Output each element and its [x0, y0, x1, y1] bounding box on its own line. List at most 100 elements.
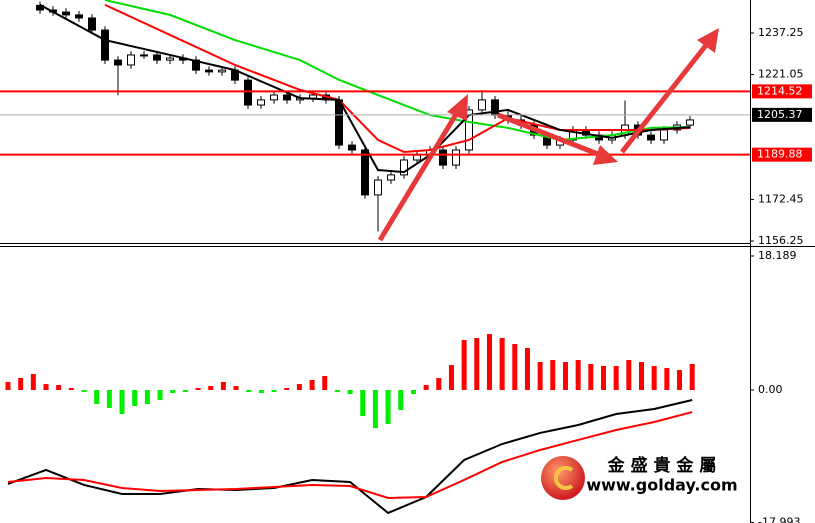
- candle-body: [114, 59, 122, 66]
- trend-arrows: [377, 28, 719, 242]
- candle-body: [452, 149, 460, 166]
- histogram-bar: [144, 390, 150, 404]
- candle-body: [75, 14, 83, 19]
- histogram-bar: [195, 388, 201, 390]
- candle-body: [465, 109, 473, 151]
- candle-body: [205, 69, 213, 73]
- candle-body: [686, 119, 694, 126]
- candle-body: [413, 154, 421, 161]
- histogram-bar: [246, 390, 252, 392]
- histogram-bar: [512, 344, 518, 390]
- histogram-bar: [157, 390, 163, 401]
- histogram-bar: [562, 362, 568, 390]
- histogram-bar: [258, 390, 264, 394]
- level-label-bg: [752, 84, 812, 99]
- histogram-bar: [43, 384, 49, 390]
- histogram-bar: [284, 388, 290, 390]
- histogram-bar: [106, 390, 112, 408]
- histogram-bar: [639, 362, 644, 390]
- histogram-bar: [436, 377, 442, 390]
- histogram-bar: [132, 390, 138, 406]
- indicator-line: [39, 4, 691, 174]
- histogram-bar: [664, 367, 670, 390]
- arrow: [497, 112, 604, 159]
- histogram-bar: [233, 386, 239, 390]
- histogram-bar: [119, 390, 125, 415]
- histogram-bar: [30, 374, 36, 390]
- histogram-bar: [94, 390, 100, 404]
- logo-mark: [554, 466, 574, 490]
- histogram-bar: [372, 390, 378, 429]
- histogram-bar: [626, 360, 632, 390]
- brand-name: 金 盛 貴 金 屬: [607, 455, 717, 476]
- level-label: 1205.37: [757, 108, 803, 121]
- y-tick-label: 1172.45: [758, 192, 804, 205]
- histogram-bar: [689, 363, 695, 390]
- candle-body: [439, 149, 447, 166]
- arrow-head: [593, 145, 618, 165]
- candle-body: [127, 54, 135, 66]
- y-tick-label: 1156.25: [758, 234, 804, 247]
- level-label-bg: [752, 107, 812, 122]
- histogram-bar: [385, 390, 391, 424]
- y-tick-label: 18.189: [758, 249, 797, 262]
- level-label-bg: [752, 147, 812, 162]
- histogram-bar: [499, 337, 505, 390]
- candle-body: [218, 69, 226, 73]
- histogram-bar: [68, 388, 74, 390]
- candle-body: [62, 11, 70, 16]
- arrow: [377, 109, 461, 242]
- candle-body: [244, 79, 252, 106]
- level-label: 1189.88: [757, 148, 803, 161]
- histogram-bar: [448, 365, 454, 390]
- price-panel: [0, 0, 750, 232]
- histogram-bar: [588, 363, 594, 390]
- histogram-bar: [398, 390, 404, 410]
- logo: [541, 456, 585, 500]
- candle-body: [335, 99, 343, 146]
- arrow: [620, 42, 709, 154]
- histogram-bar: [347, 390, 353, 394]
- histogram-bar: [613, 365, 619, 390]
- histogram-bar: [5, 381, 11, 390]
- candle-body: [348, 144, 356, 151]
- candle-body: [647, 134, 655, 141]
- indicator-line: [104, 3, 691, 154]
- candle-body: [374, 179, 382, 196]
- histogram-bar: [56, 384, 62, 390]
- y-tick-label: 1237.25: [758, 26, 804, 39]
- histogram-bar: [423, 384, 429, 390]
- watermark: 金 盛 貴 金 屬 www.golday.com: [541, 455, 738, 500]
- histogram-bar: [677, 370, 683, 390]
- histogram-bar: [550, 360, 556, 390]
- histogram-bar: [18, 377, 24, 390]
- histogram-bar: [170, 390, 176, 394]
- histogram-bar: [651, 365, 657, 390]
- histogram-bar: [296, 384, 302, 390]
- candle-body: [101, 29, 109, 61]
- brand-url: www.golday.com: [586, 476, 737, 495]
- candle-body: [88, 17, 96, 31]
- histogram-bar: [322, 376, 328, 390]
- histogram-bar: [474, 337, 480, 390]
- y-tick-label: 0.00: [758, 383, 783, 396]
- level-label: 1214.52: [757, 84, 803, 97]
- arrow-head: [447, 94, 468, 121]
- histogram-bar: [208, 386, 214, 390]
- histogram-bar: [81, 390, 87, 392]
- indicator-line: [7, 399, 693, 515]
- histogram-bar: [182, 390, 188, 392]
- y-tick-label: 1221.05: [758, 68, 804, 81]
- histogram-bar: [461, 340, 467, 390]
- histogram-bar: [271, 390, 277, 392]
- candle-body: [270, 94, 278, 101]
- candle-body: [283, 94, 291, 101]
- candle-body: [660, 129, 668, 141]
- histogram-bar: [486, 334, 492, 390]
- candle-body: [140, 54, 148, 57]
- macd-panel: [5, 334, 695, 515]
- candle-body: [478, 99, 486, 111]
- histogram-bar: [309, 379, 315, 390]
- indicator-line: [7, 411, 693, 499]
